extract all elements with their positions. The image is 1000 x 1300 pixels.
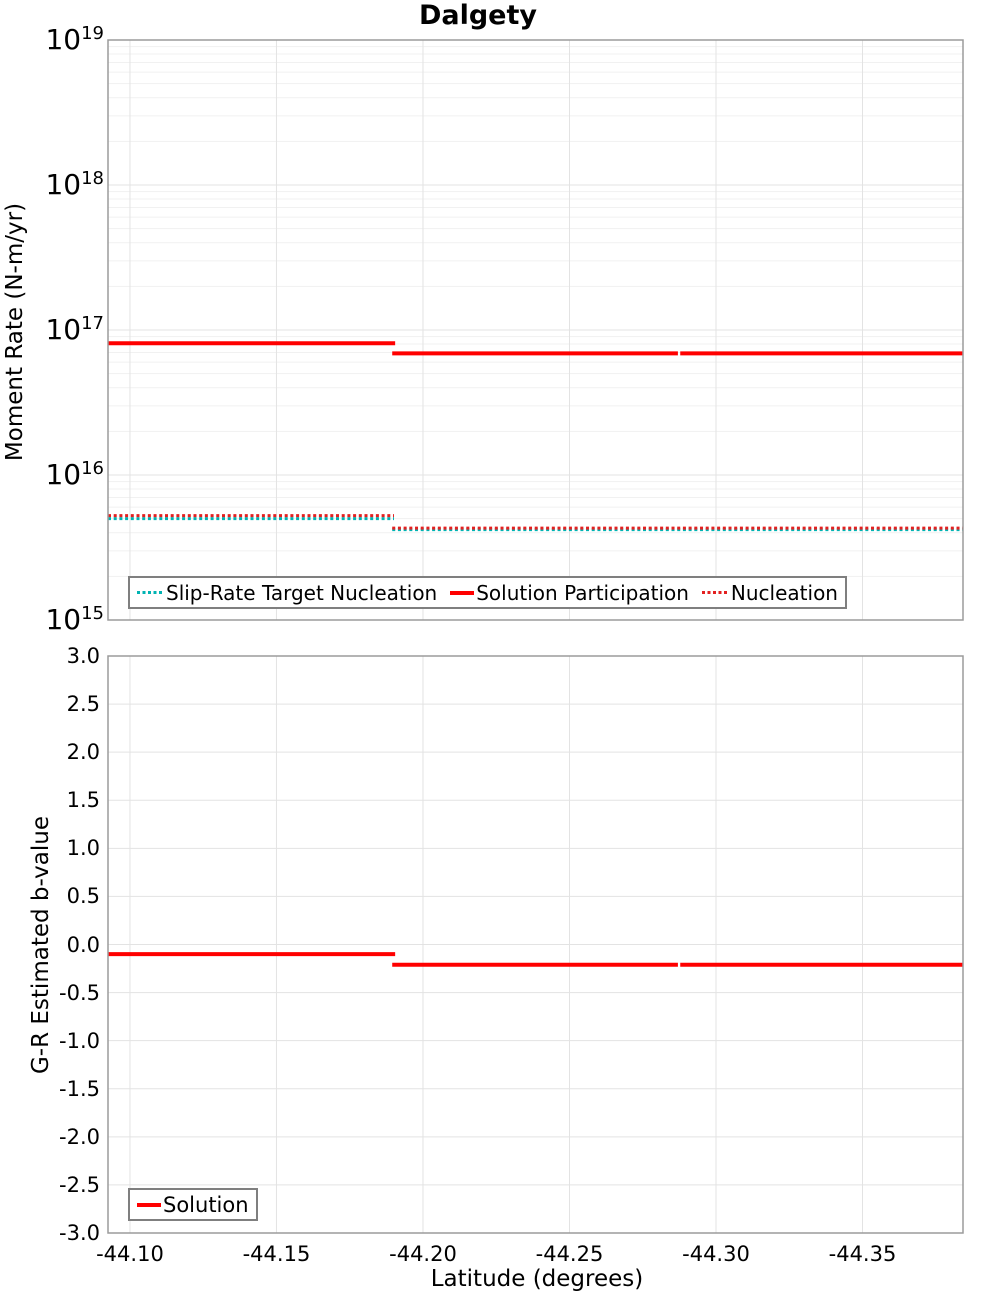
y-tick-label: 0.5 [66, 884, 100, 909]
y-tick-label: 0.0 [66, 932, 100, 957]
y-tick-label: 1.5 [66, 788, 100, 813]
legend-moment-rate: Slip-Rate Target Nucleation Solution Par… [128, 576, 847, 609]
legend-item-nucleation: Nucleation [701, 580, 838, 605]
y-tick-label: 1.0 [66, 836, 100, 861]
y-tick-label: 2.5 [66, 692, 100, 717]
gridlines-panel-0 [108, 39, 963, 621]
x-tick-label: -44.25 [535, 1242, 604, 1266]
legend-label-nucleation: Nucleation [730, 580, 838, 605]
y-tick-label: -2.5 [59, 1172, 100, 1197]
y-tick-label: -2.0 [59, 1124, 100, 1149]
x-tick-label: -44.30 [682, 1242, 750, 1266]
y-tick-label: 3.0 [66, 644, 100, 668]
x-tick-label: -44.20 [389, 1242, 457, 1266]
solution-line-icon [137, 1202, 161, 1207]
y-tick-label: -3.0 [59, 1221, 100, 1245]
legend-item-solution: Solution [137, 1193, 249, 1217]
y-tick-label: -1.5 [59, 1076, 100, 1101]
series-solution-participation-panel-0 [108, 341, 963, 356]
panel-border-0 [107, 39, 964, 621]
series-solution-panel-1 [108, 952, 963, 967]
y-tick-label: 1018 [45, 168, 104, 201]
x-tick-label: -44.35 [828, 1242, 897, 1266]
solution-participation-line-icon [450, 590, 475, 595]
y-tick-label: 1015 [45, 603, 104, 636]
slip-rate-target-nucleation-line-icon [137, 591, 164, 594]
x-tick-label: -44.15 [242, 1242, 311, 1266]
legend-item-slip-rate-target-nucleation: Slip-Rate Target Nucleation [137, 581, 437, 605]
x-axis-title: Latitude (degrees) [430, 1266, 644, 1292]
y-tick-label: -0.5 [59, 980, 100, 1005]
x-tick-label: -44.10 [96, 1242, 164, 1266]
y-tick-label: 2.0 [66, 740, 100, 765]
legend-b-value: Solution [128, 1188, 258, 1221]
legend-item-solution-participation: Solution Participation [450, 581, 689, 605]
legend-label-slip-rate-target-nucleation: Slip-Rate Target Nucleation [166, 580, 438, 605]
y-tick-label: 1019 [45, 23, 104, 56]
legend-label-solution: Solution [163, 1192, 249, 1217]
y-tick-label: 1016 [45, 458, 104, 491]
panel-border-1 [107, 655, 964, 1234]
gridlines-panel-1 [108, 655, 963, 1234]
chart-title: Dalgety [418, 0, 538, 31]
legend-label-solution-participation: Solution Participation [476, 580, 689, 605]
y-tick-label: -1.0 [59, 1028, 100, 1053]
series-nucleation-panel-0 [108, 514, 963, 530]
y-tick-label: 1017 [45, 313, 104, 346]
nucleation-line-icon [701, 591, 729, 594]
